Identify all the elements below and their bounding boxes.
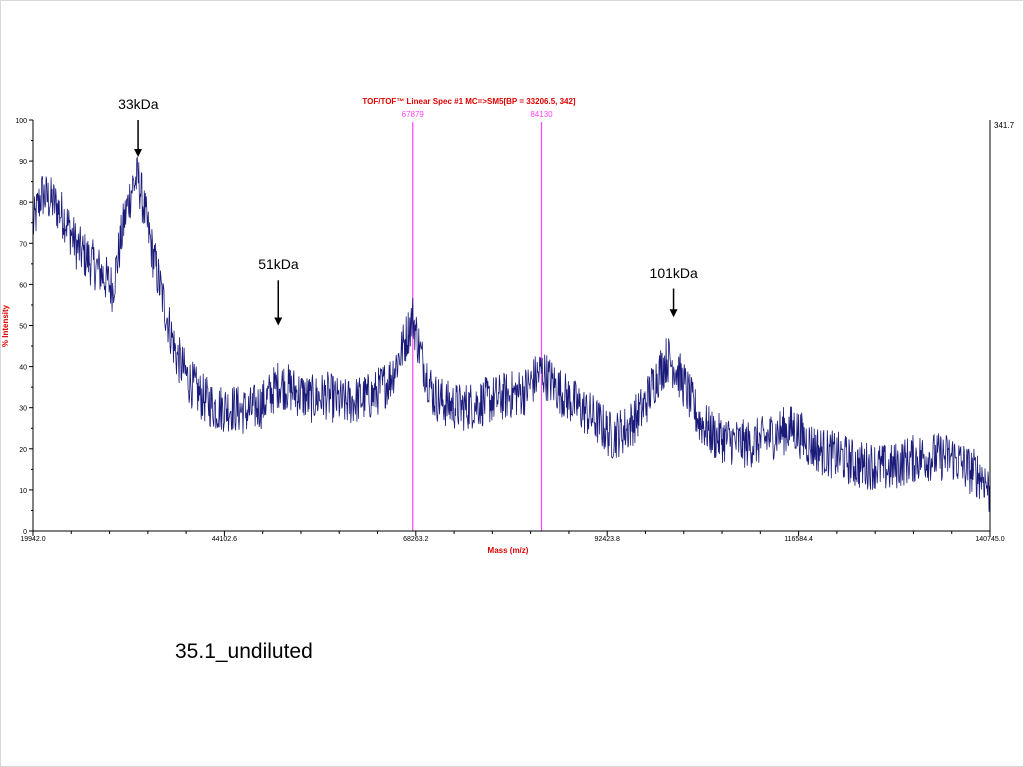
y-tick-label: 0 [23, 529, 27, 536]
sample-caption: 35.1_undiluted [175, 640, 313, 663]
annotation-arrow-head [134, 148, 143, 157]
y-tick-label: 10 [19, 488, 27, 495]
x-tick-label: 19942.0 [20, 536, 45, 543]
annotation-label: 33kDa [118, 96, 159, 112]
peak-marker-label: 84130 [530, 110, 553, 119]
y-tick-label: 50 [19, 324, 27, 331]
chart-title: TOF/TOF™ Linear Spec #1 MC=>SM5[BP = 332… [362, 97, 576, 106]
annotation-arrows [134, 120, 678, 326]
y-tick-label: 80 [19, 200, 27, 207]
x-tick-label: 140745.0 [975, 536, 1004, 543]
y-tick-label: 40 [19, 365, 27, 372]
x-axis-label: Mass (m/z) [488, 546, 529, 555]
y-tick-label: 90 [19, 159, 27, 166]
y-tick-label: 20 [19, 447, 27, 454]
right-axis-label: 341.7 [994, 121, 1015, 130]
annotation-arrow-head [669, 309, 678, 318]
x-tick-label: 44102.6 [212, 536, 237, 543]
y-tick-label: 60 [19, 282, 27, 289]
annotation-label: 51kDa [258, 256, 299, 273]
marker-layer: 67879 84130 [402, 110, 553, 531]
x-tick-label: 68263.2 [403, 536, 428, 543]
axis-layer: 0 10 20 30 40 50 60 70 80 90 100 19942.0 44102.6 6826… [15, 118, 1004, 543]
x-tick-label: 92423.8 [595, 536, 620, 543]
x-tick-label: 116584.4 [784, 536, 813, 543]
y-tick-label: 100 [15, 118, 27, 125]
spectrum-series-line [32, 156, 991, 512]
annotation-label: 101kDa [649, 264, 698, 281]
y-axis-label: % Intensity [1, 304, 10, 347]
annotation-arrow-head [274, 317, 283, 326]
y-tick-label: 70 [19, 241, 27, 248]
peak-marker-label: 67879 [402, 110, 425, 119]
y-tick-label: 30 [19, 406, 27, 413]
spectrum-layer [32, 156, 991, 512]
